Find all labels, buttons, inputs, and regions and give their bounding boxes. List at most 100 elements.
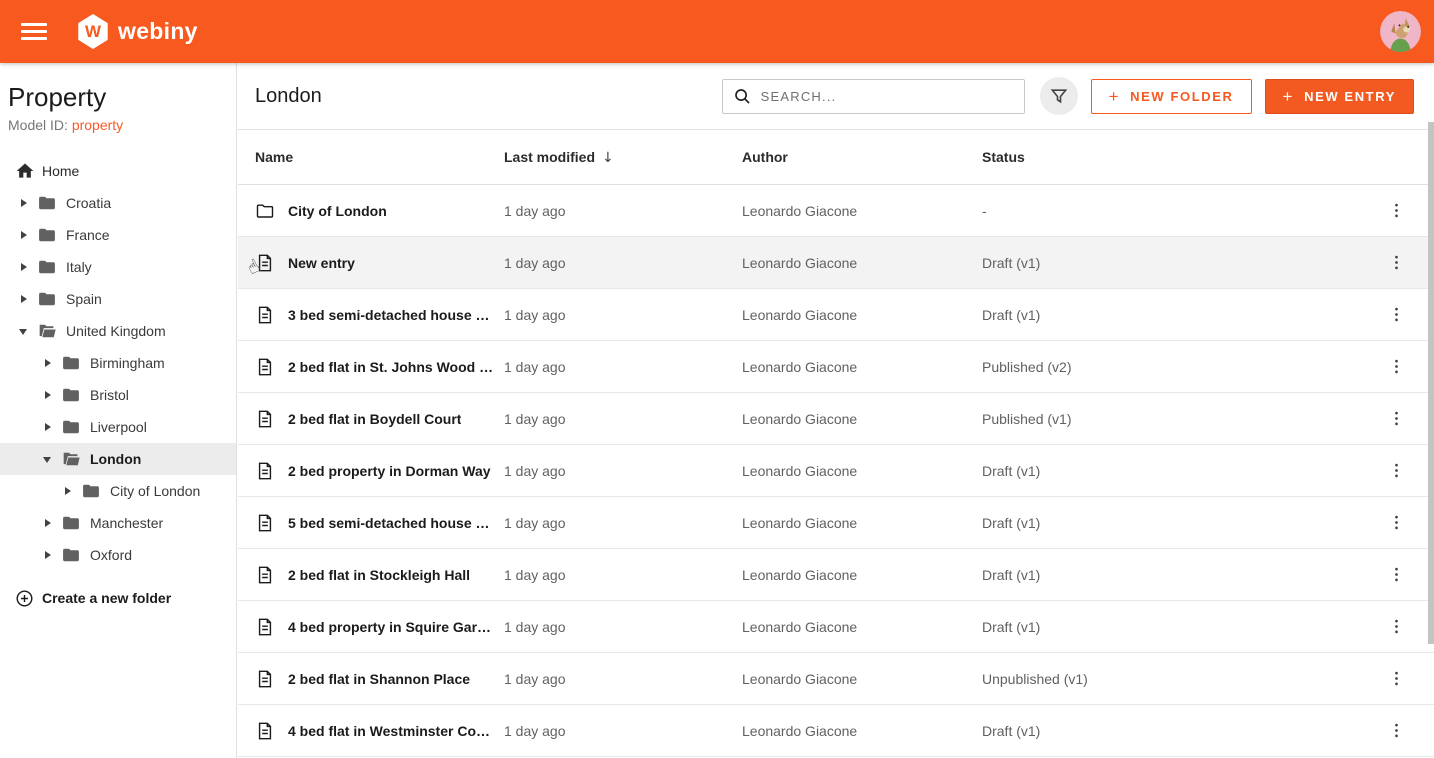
row-menu-button[interactable] [1384, 407, 1408, 431]
webiny-logo-mark: W [78, 14, 108, 49]
folder-title: London [255, 84, 322, 107]
entry-status: - [982, 202, 987, 219]
model-id-value: property [71, 116, 124, 133]
entry-last-modified: 1 day ago [504, 202, 566, 219]
folder-tree: Home Croatia France Italy [0, 155, 236, 608]
entry-last-modified: 1 day ago [504, 514, 566, 531]
row-menu-button[interactable] [1384, 511, 1408, 535]
sidebar-item-italy[interactable]: Italy [0, 251, 236, 283]
table-row[interactable]: ☝ 2 bed flat in Shannon Place 1 day ago … [238, 653, 1434, 705]
scrollbar[interactable] [1428, 122, 1434, 644]
chevron-down-icon[interactable] [19, 326, 29, 336]
table-row[interactable]: ☝ 3 bed semi-detached house … 1 day ago … [238, 289, 1434, 341]
table-row[interactable]: ☝ 2 bed flat in Boydell Court 1 day ago … [238, 393, 1434, 445]
sidebar-item-liverpool[interactable]: Liverpool [0, 411, 236, 443]
table-row[interactable]: ☝ 5 bed semi-detached house … 1 day ago … [238, 497, 1434, 549]
table-row[interactable]: ☝ 2 bed flat in St. Johns Wood … 1 day a… [238, 341, 1434, 393]
content-area: London + NEW FOLDER + NEW ENTRY Name Las… [238, 63, 1434, 758]
sidebar-item-label: City of London [110, 482, 201, 499]
table-row[interactable]: ☝ New entry 1 day ago Leonardo Giacone D… [238, 237, 1434, 289]
folder-icon [61, 385, 81, 405]
file-icon [255, 409, 275, 429]
table-row[interactable]: ☝ 4 bed property in Squire Gar… 1 day ag… [238, 601, 1434, 653]
chevron-right-icon[interactable] [19, 230, 29, 240]
entry-name: 5 bed semi-detached house … [288, 514, 490, 531]
app-bar: W webiny [0, 0, 1434, 63]
row-menu-button[interactable] [1384, 719, 1408, 743]
entry-name: City of London [288, 202, 387, 219]
sidebar-item-oxford[interactable]: Oxford [0, 539, 236, 571]
chevron-right-icon[interactable] [43, 550, 53, 560]
sidebar-item-label: Liverpool [90, 418, 147, 435]
sidebar-item-birmingham[interactable]: Birmingham [0, 347, 236, 379]
table-row[interactable]: ☝ City of London 1 day ago Leonardo Giac… [238, 185, 1434, 237]
avatar[interactable] [1380, 11, 1421, 52]
sidebar-item-label: Spain [66, 290, 102, 307]
folder-open-icon [61, 449, 81, 469]
sidebar-item-city-of-london[interactable]: City of London [0, 475, 236, 507]
entry-last-modified: 1 day ago [504, 670, 566, 687]
model-id: Model ID: property [8, 117, 228, 133]
table-body: ☝ City of London 1 day ago Leonardo Giac… [238, 185, 1434, 757]
entry-author: Leonardo Giacone [742, 358, 858, 375]
entry-author: Leonardo Giacone [742, 618, 858, 635]
file-icon [255, 305, 275, 325]
sidebar-item-france[interactable]: France [0, 219, 236, 251]
file-icon [255, 253, 275, 273]
row-menu-button[interactable] [1384, 251, 1408, 275]
chevron-right-icon[interactable] [43, 390, 53, 400]
entry-author: Leonardo Giacone [742, 722, 858, 739]
chevron-right-icon[interactable] [63, 486, 73, 496]
table-row[interactable]: ☝ 4 bed flat in Westminster Co… 1 day ag… [238, 705, 1434, 757]
avatar-dog-image [1380, 11, 1421, 52]
kebab-menu-icon [1394, 411, 1398, 426]
page-title: Property [8, 82, 107, 112]
row-menu-button[interactable] [1384, 355, 1408, 379]
row-menu-button[interactable] [1384, 199, 1408, 223]
sidebar-item-bristol[interactable]: Bristol [0, 379, 236, 411]
search-input[interactable] [760, 88, 1014, 104]
new-folder-button[interactable]: + NEW FOLDER [1090, 78, 1252, 114]
row-menu-button[interactable] [1384, 667, 1408, 691]
file-icon [255, 565, 275, 585]
row-menu-button[interactable] [1384, 303, 1408, 327]
sidebar-item-united-kingdom[interactable]: United Kingdom [0, 315, 236, 347]
row-menu-button[interactable] [1384, 459, 1408, 483]
row-menu-button[interactable] [1384, 563, 1408, 587]
chevron-down-icon[interactable] [43, 454, 53, 464]
sidebar-item-label: Oxford [90, 546, 133, 563]
plus-circle-icon [16, 590, 33, 607]
sidebar-item-home[interactable]: Home [0, 155, 236, 187]
column-header-author: Author [742, 149, 788, 165]
entry-name: New entry [288, 254, 355, 271]
entry-status: Draft (v1) [982, 254, 1041, 271]
webiny-logo[interactable]: W webiny [77, 14, 198, 49]
entry-name: 2 bed flat in Shannon Place [288, 670, 471, 687]
sidebar-item-manchester[interactable]: Manchester [0, 507, 236, 539]
new-entry-button[interactable]: + NEW ENTRY [1264, 78, 1414, 114]
chevron-right-icon[interactable] [19, 294, 29, 304]
kebab-menu-icon [1394, 359, 1398, 374]
chevron-right-icon[interactable] [19, 198, 29, 208]
folder-icon [37, 193, 57, 213]
chevron-right-icon[interactable] [43, 422, 53, 432]
file-icon [255, 669, 275, 689]
create-folder-button[interactable]: Create a new folder [0, 589, 236, 608]
entry-last-modified: 1 day ago [504, 254, 566, 271]
entry-author: Leonardo Giacone [742, 410, 858, 427]
entry-last-modified: 1 day ago [504, 722, 566, 739]
row-menu-button[interactable] [1384, 615, 1408, 639]
column-header-last-modified[interactable]: Last modified ↓ [504, 148, 614, 166]
new-entry-label: NEW ENTRY [1304, 88, 1396, 104]
table-row[interactable]: ☝ 2 bed flat in Stockleigh Hall 1 day ag… [238, 549, 1434, 601]
sidebar-item-spain[interactable]: Spain [0, 283, 236, 315]
chevron-right-icon[interactable] [43, 358, 53, 368]
menu-icon[interactable] [21, 23, 47, 40]
table-row[interactable]: ☝ 2 bed property in Dorman Way 1 day ago… [238, 445, 1434, 497]
chevron-right-icon[interactable] [43, 518, 53, 528]
sidebar-item-london[interactable]: London [0, 442, 236, 475]
chevron-right-icon[interactable] [19, 262, 29, 272]
entry-last-modified: 1 day ago [504, 566, 566, 583]
filter-button[interactable] [1039, 77, 1078, 115]
sidebar-item-croatia[interactable]: Croatia [0, 187, 236, 219]
